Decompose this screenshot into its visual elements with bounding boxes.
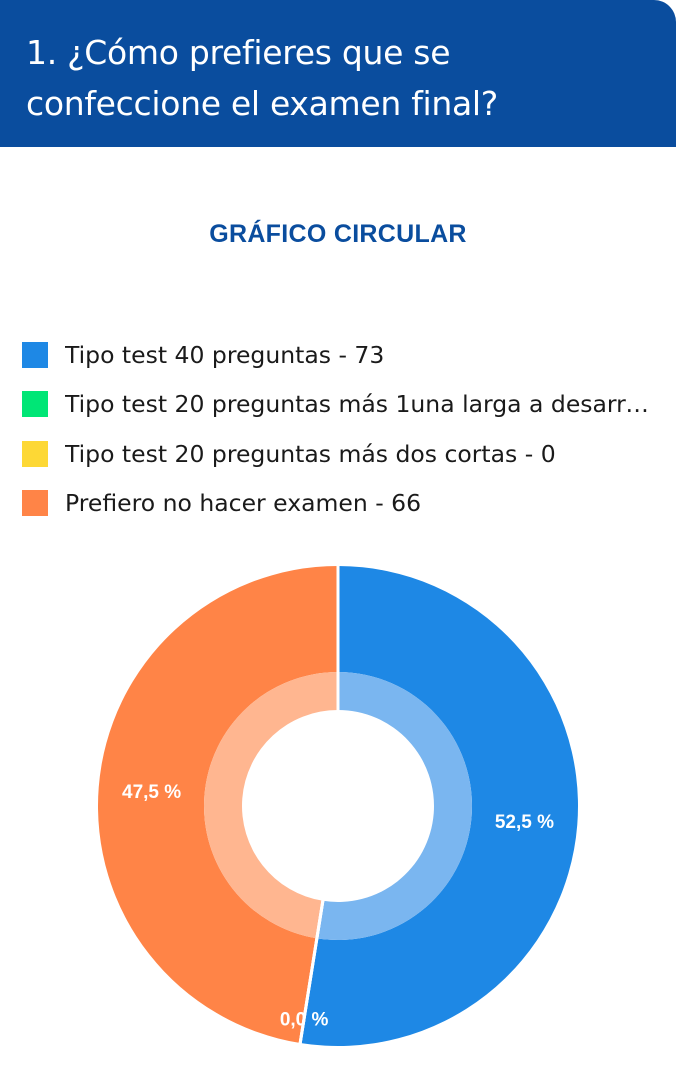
slice-outer-3[interactable] bbox=[97, 566, 339, 1044]
slice-label-3: 47,5 % bbox=[122, 782, 181, 803]
chart-legend: Tipo test 40 preguntas - 73 Tipo test 20… bbox=[22, 330, 662, 528]
chart-title: GRÁFICO CIRCULAR bbox=[209, 220, 467, 248]
slice-outer-0[interactable] bbox=[300, 566, 578, 1046]
slice-label-1: 0,0 % bbox=[280, 1009, 329, 1030]
legend-swatch bbox=[22, 440, 48, 467]
slice-separator bbox=[298, 898, 325, 1046]
legend-label: Tipo test 20 preguntas más dos cortas - … bbox=[65, 439, 556, 468]
legend-item-tipo-test-20-larga[interactable]: Tipo test 20 preguntas más 1una larga a … bbox=[22, 380, 662, 430]
question-title: 1. ¿Cómo prefieres que se confeccione el… bbox=[26, 33, 499, 123]
legend-item-tipo-test-40[interactable]: Tipo test 40 preguntas - 73 bbox=[22, 330, 662, 380]
legend-item-no-examen[interactable]: Prefiero no hacer examen - 66 bbox=[22, 479, 662, 529]
legend-label: Tipo test 20 preguntas más 1una larga a … bbox=[65, 390, 660, 419]
slice-inner-3[interactable] bbox=[204, 672, 338, 939]
legend-swatch bbox=[22, 391, 48, 418]
legend-swatch bbox=[22, 341, 48, 368]
slice-label-0: 52,5 % bbox=[495, 812, 554, 833]
legend-item-tipo-test-20-cortas[interactable]: Tipo test 20 preguntas más dos cortas - … bbox=[22, 429, 662, 479]
legend-label: Tipo test 40 preguntas - 73 bbox=[65, 340, 385, 369]
legend-label: Prefiero no hacer examen - 66 bbox=[65, 489, 422, 518]
question-header: 1. ¿Cómo prefieres que se confeccione el… bbox=[0, 0, 676, 147]
donut-chart: 52,5 % 0,0 % 47,5 % bbox=[97, 564, 578, 1046]
legend-swatch bbox=[22, 490, 48, 517]
slice-inner-0[interactable] bbox=[316, 672, 473, 940]
